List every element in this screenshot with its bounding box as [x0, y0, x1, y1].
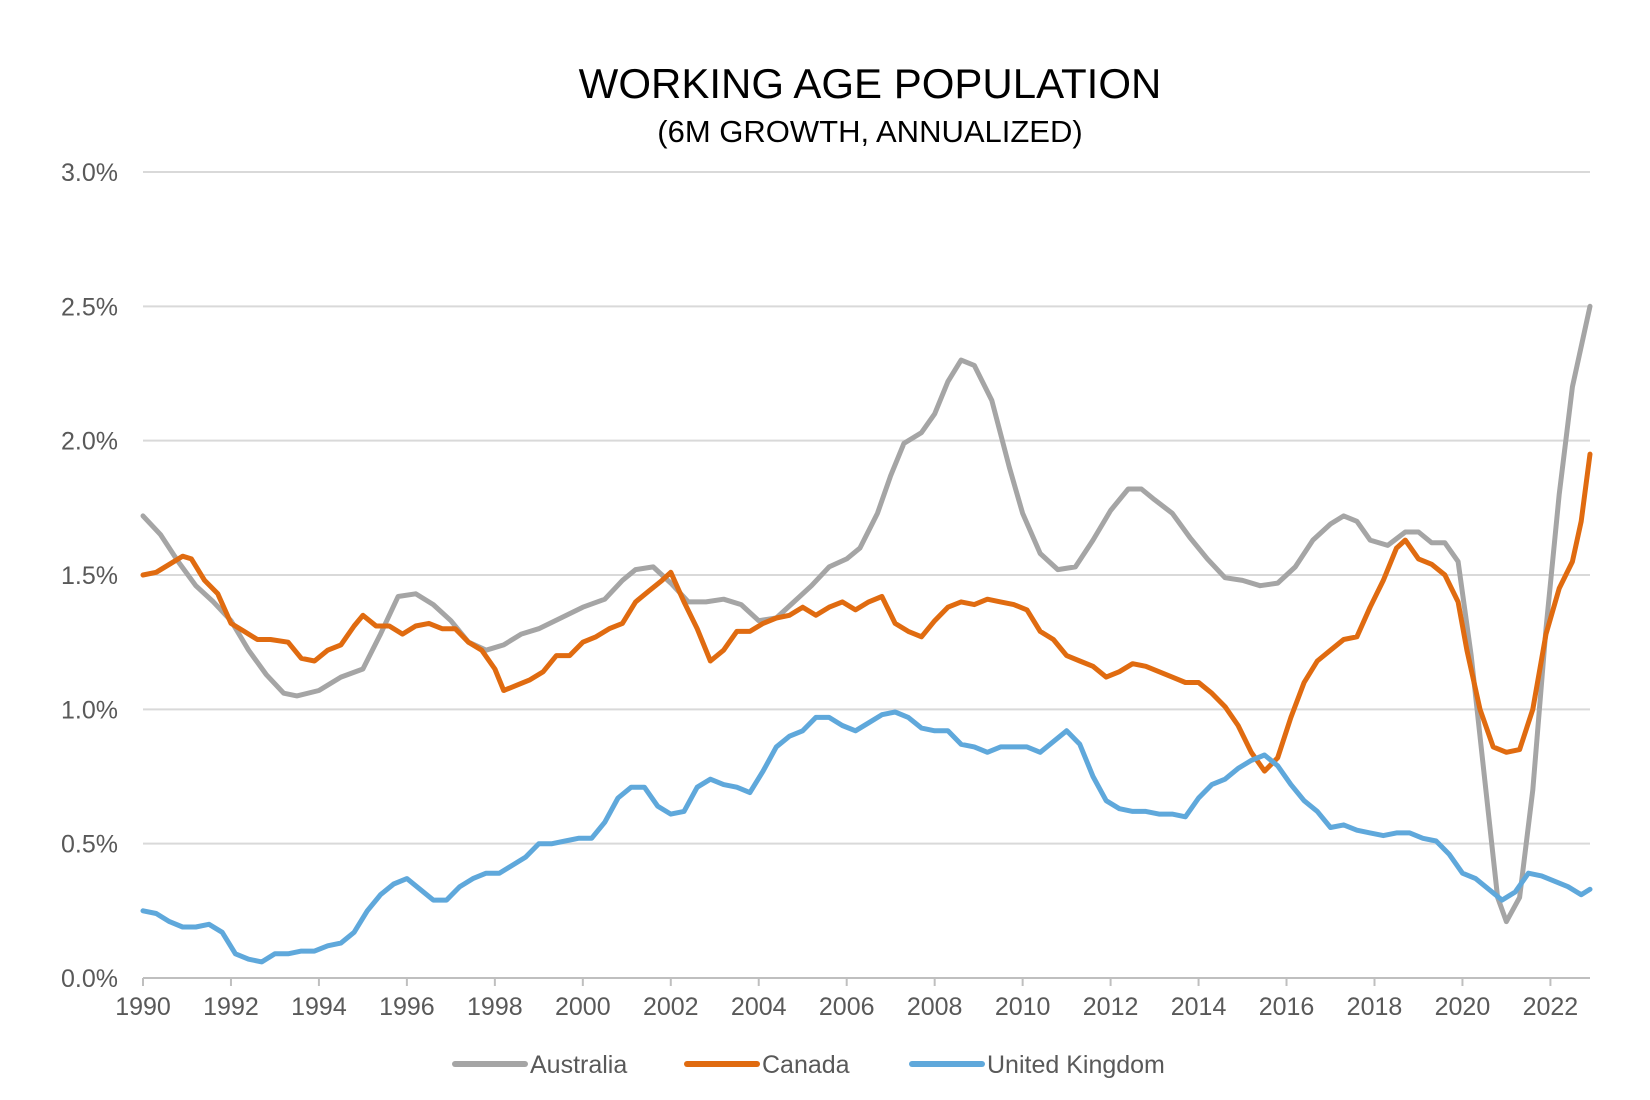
x-axis-ticks: 1990 1992 1994 1996 1998 2000 2002 2004 2006 2008…	[115, 978, 1578, 1021]
x-tick-label: 2000	[555, 993, 611, 1021]
x-tick-label: 2014	[1171, 993, 1227, 1021]
x-tick-label: 1996	[379, 993, 435, 1021]
series-line-canada	[140, 451, 1593, 774]
x-tick-label: 2002	[643, 993, 699, 1021]
x-tick-label: 1994	[291, 993, 347, 1021]
x-tick-label: 1998	[467, 993, 523, 1021]
x-tick-label: 2022	[1523, 993, 1579, 1021]
gridlines	[143, 171, 1590, 845]
y-tick-label: 0.0%	[61, 965, 118, 993]
x-tick-label: 2004	[731, 993, 787, 1021]
x-tick-label: 2020	[1435, 993, 1491, 1021]
x-tick-label: 2006	[819, 993, 875, 1021]
y-tick-label: 2.0%	[61, 428, 118, 456]
chart-title: WORKING AGE POPULATION	[579, 60, 1162, 107]
x-tick-label: 2008	[907, 993, 963, 1021]
y-tick-label: 1.5%	[61, 562, 118, 590]
legend-label: Australia	[530, 1051, 627, 1079]
series-line-australia	[140, 303, 1593, 925]
x-tick-label: 1992	[203, 993, 259, 1021]
x-tick-label: 2016	[1259, 993, 1315, 1021]
x-tick-label: 2010	[995, 993, 1051, 1021]
legend-label: Canada	[762, 1051, 850, 1079]
y-tick-label: 1.0%	[61, 696, 118, 724]
x-tick-label: 2018	[1347, 993, 1403, 1021]
y-tick-label: 3.0%	[61, 159, 118, 187]
y-tick-label: 0.5%	[61, 831, 118, 859]
x-tick-label: 1990	[115, 993, 171, 1021]
series-lines	[140, 303, 1593, 965]
y-axis-ticks: 0.0% 0.5% 1.0% 1.5% 2.0% 2.5% 3.0%	[61, 159, 118, 993]
legend: Australia Canada United Kingdom	[452, 1051, 1165, 1079]
legend-label: United Kingdom	[987, 1051, 1165, 1079]
y-tick-label: 2.5%	[61, 293, 118, 321]
series-line-united-kingdom	[140, 709, 1593, 965]
chart-subtitle: (6M GROWTH, ANNUALIZED)	[657, 114, 1082, 149]
x-tick-label: 2012	[1083, 993, 1139, 1021]
